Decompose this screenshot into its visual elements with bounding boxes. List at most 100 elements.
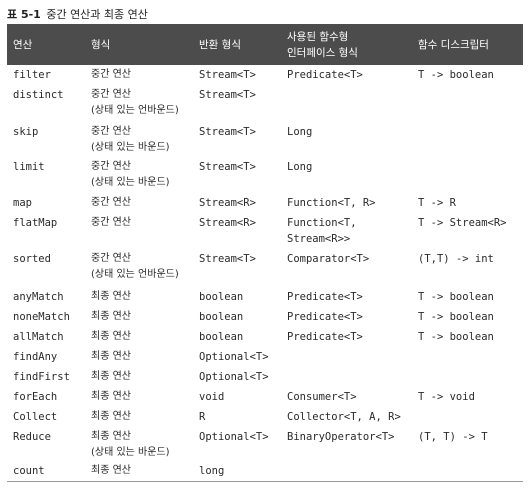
header-form: 형식	[91, 39, 111, 51]
cell-function-descriptor: (T, T) -> T	[418, 431, 488, 443]
cell-return-type: Optional<T>	[199, 371, 269, 383]
table-row: Collect 최종 연산 R Collector<T, A, R>	[7, 407, 523, 427]
cell-form: 최종 연산 (상태 있는 바운드)	[91, 429, 170, 461]
cell-function-descriptor: T -> R	[418, 197, 456, 209]
table-row: map 중간 연산 Stream<R> Function<T, R> T -> R	[7, 193, 523, 213]
cell-functional-interface-main: Function<T,	[287, 217, 357, 229]
header-functional-interface-line1: 사용된 함수형	[287, 30, 349, 43]
cell-functional-interface: Function<T, Stream<R>>	[287, 215, 357, 247]
cell-form-main: 최종 연산	[91, 465, 131, 476]
operations-table: 연산 형식 반환 형식 사용된 함수형 인터페이스 형식 함수 디스크립터 fi…	[7, 24, 523, 482]
cell-return-type: R	[199, 411, 206, 423]
table-caption: 표 5-1 중간 연산과 최종 연산	[7, 6, 523, 23]
cell-form: 중간 연산 (상태 있는 언바운드)	[91, 87, 179, 119]
cell-form: 최종 연산	[91, 389, 131, 405]
cell-functional-interface: Collector<T, A, R>	[287, 409, 401, 425]
cell-operation: anyMatch	[13, 291, 64, 303]
cell-form-main: 최종 연산	[91, 411, 131, 422]
cell-form-note: (상태 있는 언바운드)	[91, 105, 179, 116]
cell-operation: findAny	[13, 351, 58, 363]
table-row: noneMatch 최종 연산 boolean Predicate<T> T -> bo…	[7, 307, 523, 327]
cell-functional-interface: Predicate<T>	[287, 289, 363, 305]
cell-functional-interface: BinaryOperator<T>	[287, 429, 394, 445]
cell-form-main: 최종 연산	[91, 311, 131, 322]
cell-form: 중간 연산 (상태 있는 바운드)	[91, 159, 170, 191]
cell-function-descriptor: T -> Stream<R>	[418, 217, 507, 229]
cell-functional-interface-main: Predicate<T>	[287, 291, 363, 303]
cell-form-main: 중간 연산	[91, 217, 131, 228]
cell-functional-interface: Function<T, R>	[287, 195, 376, 211]
cell-return-type: long	[199, 465, 225, 477]
cell-operation: forEach	[13, 391, 58, 403]
cell-operation: flatMap	[13, 217, 58, 229]
header-functional-interface-line2: 인터페이스 형식	[287, 46, 358, 59]
cell-functional-interface-main: Consumer<T>	[287, 391, 357, 403]
cell-operation: map	[13, 197, 32, 209]
cell-form: 최종 연산	[91, 369, 131, 385]
cell-operation: count	[13, 465, 45, 477]
cell-function-descriptor: T -> boolean	[418, 291, 494, 303]
cell-return-type: Stream<T>	[199, 161, 256, 173]
cell-form: 중간 연산 (상태 있는 바운드)	[91, 124, 170, 156]
cell-form-note: (상태 있는 바운드)	[91, 447, 170, 458]
cell-functional-interface-cont: Stream<R>>	[287, 233, 351, 245]
cell-functional-interface-main: Collector<T, A, R>	[287, 411, 401, 423]
cell-form: 중간 연산	[91, 215, 131, 231]
table-row: forEach 최종 연산 void Consumer<T> T -> void	[7, 387, 523, 407]
cell-return-type: Stream<R>	[199, 217, 256, 229]
cell-operation: skip	[13, 126, 39, 138]
cell-functional-interface-main: Predicate<T>	[287, 331, 363, 343]
table-row: flatMap 중간 연산 Stream<R> Function<T, Stream<R…	[7, 213, 523, 249]
table-body: filter 중간 연산 Stream<T> Predicate<T> T -> boo…	[7, 65, 523, 481]
cell-form-main: 중간 연산	[91, 197, 131, 208]
table-row: anyMatch 최종 연산 boolean Predicate<T> T -> boo…	[7, 287, 523, 307]
header-return-type: 반환 형식	[199, 39, 241, 51]
cell-functional-interface-main: Predicate<T>	[287, 311, 363, 323]
cell-functional-interface: Predicate<T>	[287, 329, 363, 345]
table-row: Reduce 최종 연산 (상태 있는 바운드) Optional<T> BinaryO…	[7, 427, 523, 461]
cell-form-note: (상태 있는 언바운드)	[91, 269, 179, 280]
cell-function-descriptor: T -> boolean	[418, 69, 494, 81]
cell-functional-interface: Consumer<T>	[287, 389, 357, 405]
cell-function-descriptor: T -> void	[418, 391, 475, 403]
table-row: skip 중간 연산 (상태 있는 바운드) Stream<T> Long	[7, 122, 523, 157]
cell-functional-interface: Long	[287, 124, 312, 140]
cell-function-descriptor: T -> boolean	[418, 331, 494, 343]
header-functional-interface: 사용된 함수형 인터페이스 형식	[287, 24, 358, 65]
cell-operation: sorted	[13, 253, 51, 265]
cell-return-type: void	[199, 391, 225, 403]
cell-operation: allMatch	[13, 331, 64, 343]
cell-functional-interface: Predicate<T>	[287, 309, 363, 325]
cell-form-main: 중간 연산	[91, 253, 131, 264]
cell-form: 최종 연산	[91, 463, 131, 479]
cell-functional-interface: Long	[287, 159, 312, 175]
cell-form-main: 중간 연산	[91, 89, 131, 100]
cell-return-type: Stream<T>	[199, 126, 256, 138]
cell-form-note: (상태 있는 바운드)	[91, 142, 170, 153]
cell-return-type: Stream<R>	[199, 197, 256, 209]
table-title: 중간 연산과 최종 연산	[46, 8, 148, 21]
cell-operation: limit	[13, 161, 45, 173]
table-row: distinct 중간 연산 (상태 있는 언바운드) Stream<T>	[7, 85, 523, 122]
cell-return-type: Stream<T>	[199, 69, 256, 81]
table-row: allMatch 최종 연산 boolean Predicate<T> T -> boo…	[7, 327, 523, 347]
header-operation: 연산	[13, 39, 33, 51]
cell-form-main: 최종 연산	[91, 371, 131, 382]
cell-return-type: boolean	[199, 311, 244, 323]
cell-functional-interface-main: BinaryOperator<T>	[287, 431, 395, 443]
cell-return-type: boolean	[199, 291, 244, 303]
cell-form-note: (상태 있는 바운드)	[91, 177, 170, 188]
cell-operation: distinct	[13, 89, 64, 101]
cell-form: 중간 연산 (상태 있는 언바운드)	[91, 251, 179, 283]
cell-operation: Reduce	[13, 431, 51, 443]
cell-form: 최종 연산	[91, 329, 131, 345]
cell-functional-interface-main: Long	[287, 126, 313, 138]
cell-form-main: 최종 연산	[91, 351, 131, 362]
cell-form-main: 최종 연산	[91, 431, 131, 442]
cell-return-type: Stream<T>	[199, 253, 256, 265]
cell-functional-interface-main: Long	[287, 161, 313, 173]
table-row: filter 중간 연산 Stream<T> Predicate<T> T -> boo…	[7, 65, 523, 85]
cell-return-type: boolean	[199, 331, 244, 343]
cell-operation: filter	[13, 69, 51, 81]
cell-functional-interface-main: Comparator<T>	[287, 253, 370, 265]
